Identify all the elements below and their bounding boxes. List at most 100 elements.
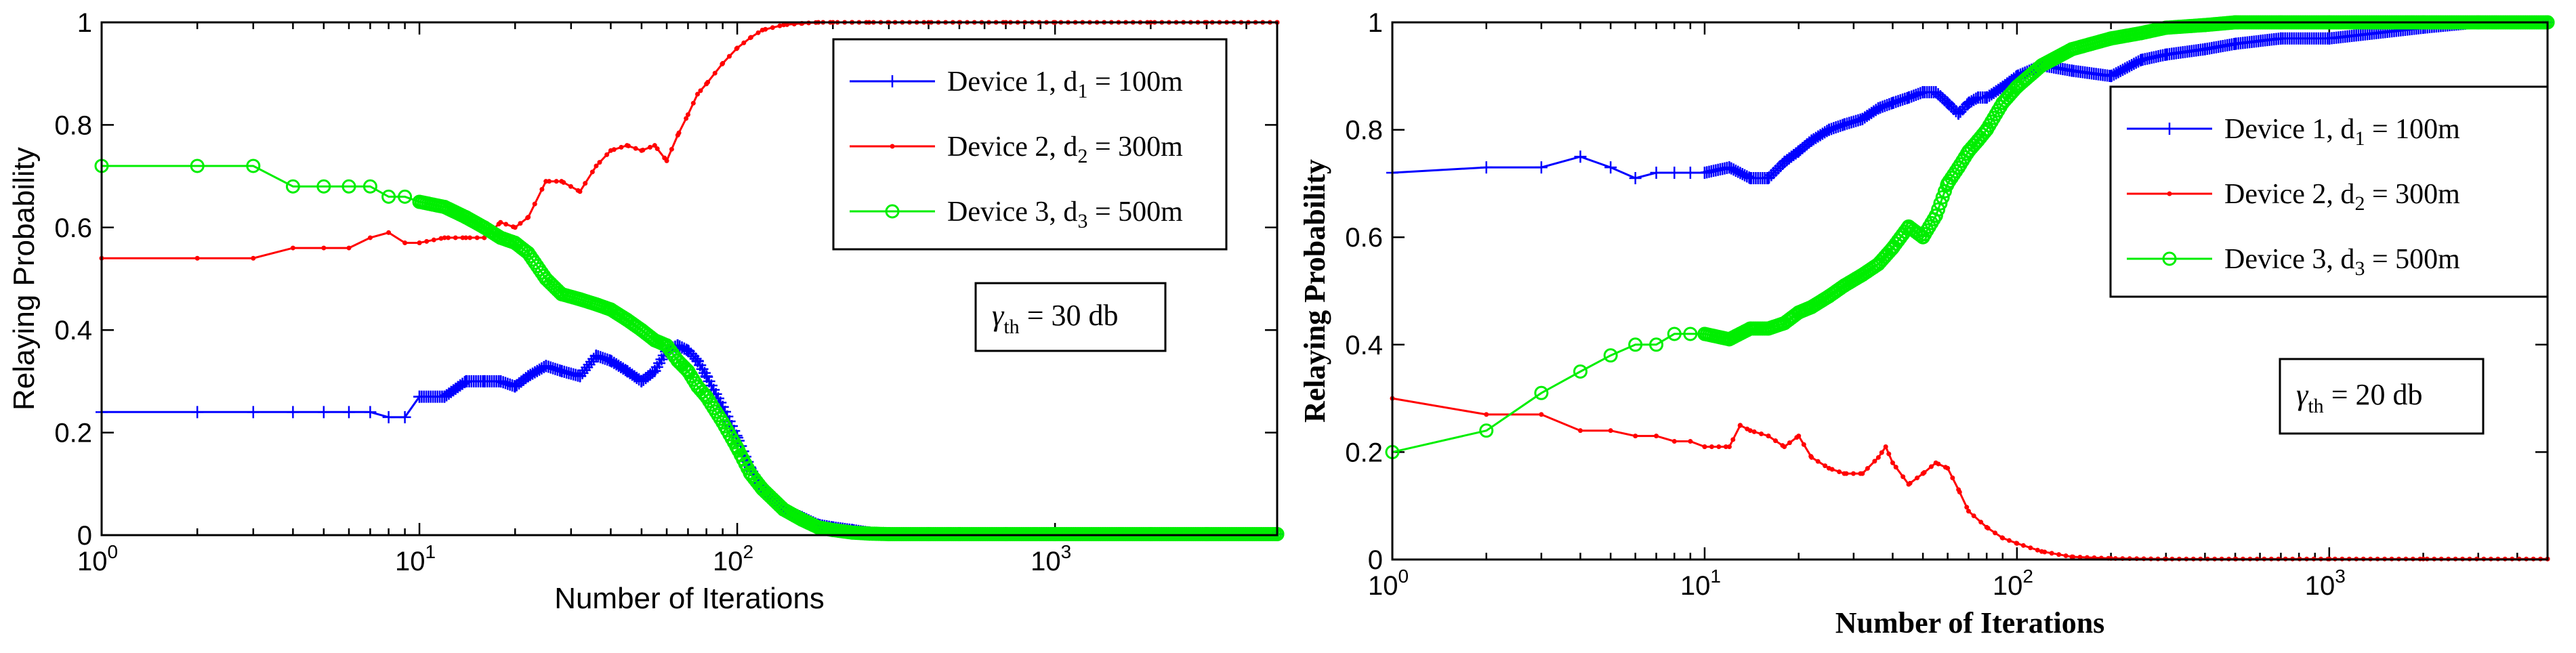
right-series-3-point: [1479, 423, 1494, 438]
right-series-1-point: [1574, 150, 1587, 163]
left-series-1-point: [398, 410, 411, 423]
right-series-2-marker: [2028, 545, 2033, 551]
right-series-3-marker: [1935, 190, 1950, 205]
right-series-2-marker: [1886, 451, 1892, 457]
left-series-2-marker: [748, 35, 753, 40]
right-series-2-marker: [1829, 467, 1835, 472]
left-series-2-point: [685, 112, 690, 117]
right-series-2-marker: [1787, 440, 1792, 446]
left-legend-marker-2: [890, 144, 895, 149]
right-series-2-marker: [1815, 459, 1821, 464]
left-y-axis-label: Relaying Probability: [7, 147, 41, 410]
left-series-2-point: [694, 91, 700, 97]
left-series-2-point: [442, 235, 447, 240]
right-series-2-point: [1966, 509, 1971, 514]
right-series-2-marker: [1858, 471, 1863, 476]
left-series-3-point: [285, 179, 300, 194]
right-series-1-point: [1480, 161, 1493, 174]
right-series-2-marker: [1844, 471, 1849, 476]
left-series-2-marker: [496, 222, 501, 227]
right-series-2-marker: [1936, 461, 1941, 467]
right-series-2-marker: [2077, 555, 2083, 560]
left-series-2-marker: [626, 143, 631, 148]
right-series-2-point: [1890, 460, 1895, 465]
right-series-2-marker: [2071, 554, 2076, 560]
left-series-2-marker: [468, 235, 473, 240]
right-series-2-point: [1654, 434, 1659, 439]
left-series-2-marker: [604, 152, 610, 157]
left-series-2-marker: [684, 116, 689, 121]
left-y-tick-label: 0.4: [54, 316, 92, 345]
left-series-2-marker: [539, 186, 545, 192]
right-series-2-point: [1883, 444, 1888, 449]
left-series-3-point: [316, 179, 331, 194]
right-x-tick-label: 103: [2305, 566, 2346, 601]
left-x-tick-label: 100: [77, 541, 118, 576]
right-series-3-marker: [1928, 208, 1943, 223]
left-series-2-marker: [777, 23, 783, 28]
left-series-2-point: [367, 235, 373, 240]
left-legend-marker-3: [885, 204, 900, 219]
left-series-2-marker: [619, 144, 624, 150]
right-annotation-text: γth = 20 db: [2296, 378, 2423, 417]
right-series-3-point: [1667, 326, 1682, 341]
right-series-2-marker: [1999, 535, 2005, 541]
left-series-2-marker: [690, 100, 696, 106]
left-series-2-marker: [474, 235, 480, 240]
right-series-2-marker: [2042, 549, 2048, 555]
left-legend-label-2: Device 2, d2 = 300m: [947, 131, 1183, 167]
left-series-2-marker: [424, 238, 430, 244]
left-legend-marker-1: [886, 75, 898, 87]
right-y-tick-label: 0.2: [1345, 438, 1383, 467]
left-series-2-marker: [589, 169, 595, 175]
right-series-2-marker: [1730, 437, 1736, 442]
right-series-3-marker: [1931, 202, 1946, 217]
left-y-tick-label: 0: [77, 521, 92, 551]
left-series-2-marker: [438, 236, 444, 241]
left-plot-frame: [100, 21, 1279, 536]
left-series-3-point: [362, 179, 377, 194]
right-series-2-marker: [1993, 530, 1998, 536]
left-series-2-marker: [460, 235, 465, 240]
left-series-1-point: [191, 406, 204, 419]
left-series-2-marker: [741, 40, 747, 45]
left-y-tick-label: 0.6: [54, 213, 92, 243]
left-threshold-annotation: γth = 30 db: [974, 282, 1167, 352]
left-annotation-box: [974, 282, 1167, 352]
left-series-1-point: [364, 406, 377, 419]
left-series-1-point: [287, 406, 299, 419]
left-series-2-marker: [453, 235, 458, 240]
left-series-2-marker: [518, 221, 523, 226]
right-series-2-point: [1633, 434, 1638, 439]
right-y-tick-label: 1: [1368, 8, 1383, 38]
right-series-2-marker: [1921, 470, 1927, 476]
right-legend-box: [2109, 85, 2549, 298]
right-series-2-point: [1875, 455, 1881, 460]
right-series-2-marker: [2056, 552, 2062, 557]
right-series-2-marker: [1850, 471, 1856, 476]
right-series-2-marker: [1957, 489, 1962, 494]
right-series-2-point: [1671, 439, 1677, 444]
right-series-1-point: [1604, 161, 1617, 174]
left-series-2-marker: [575, 188, 581, 193]
left-series-2-marker: [503, 222, 509, 227]
right-series-2-marker: [1808, 454, 1814, 459]
right-series-1-point: [1629, 171, 1642, 184]
right-series-2-marker: [1801, 442, 1806, 447]
right-legend: Device 1, d1 = 100m Device 2, d2 = 300m De…: [2109, 85, 2549, 298]
right-series-2-marker: [1737, 423, 1743, 428]
right-series-2-marker: [1723, 444, 1728, 449]
left-series-2-point: [346, 245, 352, 251]
right-series-2-marker: [1950, 475, 1955, 480]
left-series-2-marker: [611, 147, 617, 152]
left-series-2-marker: [583, 181, 588, 186]
left-y-tick-label: 1: [77, 8, 92, 38]
right-series-2-marker: [2049, 551, 2054, 556]
left-series-2-point: [251, 255, 256, 261]
left-x-axis-label: Number of Iterations: [554, 582, 825, 615]
left-series-2-point: [402, 240, 408, 246]
right-legend-marker-3: [2162, 251, 2177, 266]
left-y-tick-label: 0.8: [54, 110, 92, 140]
left-series-2-marker: [698, 88, 703, 93]
left-series-2-marker: [525, 215, 531, 220]
